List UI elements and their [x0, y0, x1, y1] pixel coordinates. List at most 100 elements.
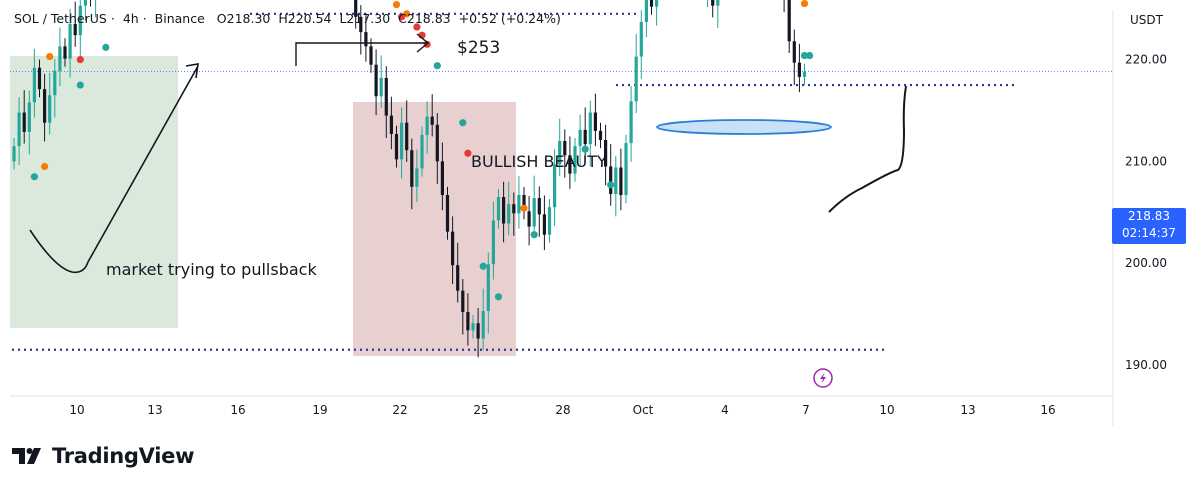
- candle: [619, 148, 623, 211]
- x-tick-label: 16: [230, 403, 245, 417]
- candle: [573, 137, 577, 182]
- currency-label[interactable]: USDT: [1130, 13, 1164, 27]
- pullback-note: market trying to pullsback: [106, 260, 317, 279]
- candle: [558, 118, 562, 177]
- ohlc-legend: SOL / TetherUS · 4h · Binance O218.30 H220…: [14, 11, 561, 26]
- candle: [37, 59, 42, 98]
- candle: [578, 114, 582, 165]
- candle: [553, 149, 557, 227]
- resistance-ellipse: [656, 119, 832, 135]
- signal-dot: [403, 10, 411, 18]
- signal-dot: [520, 204, 528, 212]
- y-tick-label: 190.00: [1125, 358, 1167, 372]
- candle: [354, 0, 358, 29]
- signal-dot: [800, 0, 809, 8]
- target-arrow: [295, 42, 427, 66]
- candle: [624, 134, 628, 204]
- candle: [359, 5, 363, 55]
- flash-icon[interactable]: [813, 368, 833, 388]
- candle: [486, 252, 490, 334]
- candle: [522, 186, 526, 220]
- signal-dot: [806, 51, 814, 60]
- candle: [588, 100, 592, 167]
- candle: [12, 137, 16, 170]
- x-tick-label: 10: [879, 403, 894, 417]
- x-tick-label: 16: [1040, 403, 1055, 417]
- signal-dot: [392, 1, 401, 9]
- bullish-beauty-label: BULLISH BEAUTY: [471, 152, 607, 171]
- candle: [430, 94, 434, 137]
- tradingview-logo[interactable]: TradingView: [12, 444, 194, 468]
- candle: [53, 59, 57, 118]
- candle: [491, 201, 495, 280]
- interval[interactable]: 4h: [122, 11, 139, 26]
- candle: [644, 0, 648, 38]
- candle: [598, 122, 603, 149]
- signal-markers: [30, 0, 814, 301]
- candle: [568, 136, 572, 189]
- signal-dot: [459, 119, 467, 127]
- candle: [502, 181, 506, 243]
- candle: [476, 307, 480, 358]
- candle: [507, 181, 511, 236]
- signal-dot: [413, 23, 421, 31]
- candle: [466, 293, 470, 346]
- candle: [440, 142, 444, 211]
- candle: [63, 38, 67, 67]
- signal-dot: [479, 262, 487, 270]
- candle: [389, 96, 393, 150]
- candle: [405, 100, 409, 162]
- signal-dot: [76, 81, 84, 89]
- x-tick-label: 4: [721, 403, 729, 417]
- candle: [379, 55, 383, 108]
- candle: [614, 155, 618, 217]
- signal-dot: [581, 145, 589, 153]
- candle: [420, 126, 424, 177]
- signal-dot: [607, 181, 615, 189]
- candle: [400, 107, 404, 179]
- high-value: H220.54: [278, 11, 332, 26]
- candle: [547, 199, 552, 243]
- open-value: O218.30: [216, 11, 271, 26]
- candle: [517, 176, 521, 229]
- x-tick-label: 22: [392, 403, 407, 417]
- candle: [95, 0, 97, 18]
- candle: [629, 86, 633, 162]
- candle: [655, 0, 659, 26]
- signal-dot: [76, 56, 84, 64]
- candle: [32, 48, 36, 118]
- candle: [394, 125, 399, 168]
- x-tick-label: 19: [312, 403, 327, 417]
- candle: [43, 73, 47, 142]
- candle: [707, 0, 709, 8]
- candle: [364, 13, 368, 62]
- candle: [787, 0, 791, 53]
- candle: [415, 149, 419, 203]
- candle: [78, 0, 82, 58]
- candle: [58, 27, 62, 87]
- candle: [634, 34, 638, 114]
- candle: [593, 93, 597, 147]
- x-tick-label: 13: [147, 403, 162, 417]
- signal-dot: [46, 52, 54, 61]
- candle: [369, 38, 373, 73]
- symbol-name[interactable]: SOL / TetherUS: [14, 11, 107, 26]
- candle: [802, 63, 807, 86]
- change-value: +0.52 (+0.24%): [458, 11, 561, 26]
- pullback-curve: [29, 65, 199, 274]
- candle: [90, 0, 91, 7]
- target-price-label: $253: [457, 38, 500, 58]
- candle: [17, 97, 21, 165]
- y-tick-label: 220.00: [1125, 53, 1167, 67]
- candle: [604, 124, 608, 186]
- candle: [435, 113, 439, 184]
- exchange: Binance: [154, 11, 205, 26]
- y-tick-label: 210.00: [1125, 154, 1167, 168]
- x-tick-label: 25: [473, 403, 488, 417]
- signal-dot: [30, 173, 38, 181]
- candle: [73, 1, 77, 47]
- x-tick-label: 7: [802, 403, 810, 417]
- candle: [410, 138, 414, 210]
- candle: [783, 0, 785, 13]
